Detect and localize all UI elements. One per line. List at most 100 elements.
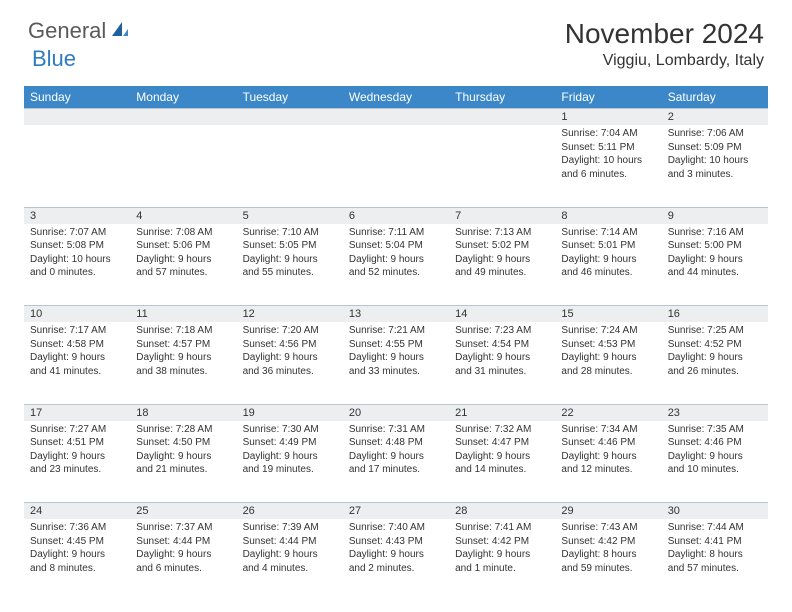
day-number: 20 — [343, 405, 449, 421]
daylight-text: Daylight: 9 hours and 41 minutes. — [30, 351, 124, 378]
daynum-cell: 22 — [555, 404, 661, 421]
logo-sub: Blue — [32, 46, 76, 72]
day-number: 15 — [555, 306, 661, 322]
daynum-row: 17181920212223 — [24, 404, 768, 421]
day-content: Sunrise: 7:37 AMSunset: 4:44 PMDaylight:… — [130, 519, 236, 579]
day-content: Sunrise: 7:27 AMSunset: 4:51 PMDaylight:… — [24, 421, 130, 481]
day-number: 23 — [662, 405, 768, 421]
daylight-text: Daylight: 10 hours and 3 minutes. — [668, 154, 762, 181]
day-cell — [343, 125, 449, 207]
daylight-text: Daylight: 9 hours and 17 minutes. — [349, 450, 443, 477]
sunset-text: Sunset: 4:55 PM — [349, 338, 443, 352]
daynum-cell: 12 — [237, 306, 343, 323]
daynum-cell: 28 — [449, 503, 555, 520]
content-row: Sunrise: 7:17 AMSunset: 4:58 PMDaylight:… — [24, 322, 768, 404]
weekday-header: Friday — [555, 86, 661, 109]
day-cell: Sunrise: 7:20 AMSunset: 4:56 PMDaylight:… — [237, 322, 343, 404]
daynum-cell: 2 — [662, 109, 768, 126]
sunrise-text: Sunrise: 7:20 AM — [243, 324, 337, 338]
daylight-text: Daylight: 9 hours and 52 minutes. — [349, 253, 443, 280]
day-content: Sunrise: 7:34 AMSunset: 4:46 PMDaylight:… — [555, 421, 661, 481]
sunset-text: Sunset: 5:05 PM — [243, 239, 337, 253]
daynum-cell: 15 — [555, 306, 661, 323]
day-number: 3 — [24, 208, 130, 224]
day-cell: Sunrise: 7:24 AMSunset: 4:53 PMDaylight:… — [555, 322, 661, 404]
sunset-text: Sunset: 4:49 PM — [243, 436, 337, 450]
daynum-cell: 11 — [130, 306, 236, 323]
calendar-table: SundayMondayTuesdayWednesdayThursdayFrid… — [24, 86, 768, 601]
sunrise-text: Sunrise: 7:28 AM — [136, 423, 230, 437]
day-cell: Sunrise: 7:31 AMSunset: 4:48 PMDaylight:… — [343, 421, 449, 503]
daynum-cell: 24 — [24, 503, 130, 520]
sunset-text: Sunset: 4:44 PM — [136, 535, 230, 549]
weekday-header-row: SundayMondayTuesdayWednesdayThursdayFrid… — [24, 86, 768, 109]
daynum-cell: 7 — [449, 207, 555, 224]
sunrise-text: Sunrise: 7:36 AM — [30, 521, 124, 535]
sunrise-text: Sunrise: 7:39 AM — [243, 521, 337, 535]
day-number: 26 — [237, 503, 343, 519]
sunset-text: Sunset: 5:00 PM — [668, 239, 762, 253]
day-cell: Sunrise: 7:14 AMSunset: 5:01 PMDaylight:… — [555, 224, 661, 306]
day-content: Sunrise: 7:39 AMSunset: 4:44 PMDaylight:… — [237, 519, 343, 579]
sunrise-text: Sunrise: 7:25 AM — [668, 324, 762, 338]
daynum-cell: 1 — [555, 109, 661, 126]
logo: General — [28, 18, 132, 44]
day-content: Sunrise: 7:06 AMSunset: 5:09 PMDaylight:… — [662, 125, 768, 185]
day-number: 25 — [130, 503, 236, 519]
day-content: Sunrise: 7:30 AMSunset: 4:49 PMDaylight:… — [237, 421, 343, 481]
day-cell: Sunrise: 7:16 AMSunset: 5:00 PMDaylight:… — [662, 224, 768, 306]
sunrise-text: Sunrise: 7:43 AM — [561, 521, 655, 535]
day-number: 4 — [130, 208, 236, 224]
day-number: 7 — [449, 208, 555, 224]
daynum-cell: 10 — [24, 306, 130, 323]
daylight-text: Daylight: 9 hours and 31 minutes. — [455, 351, 549, 378]
sunrise-text: Sunrise: 7:17 AM — [30, 324, 124, 338]
day-content: Sunrise: 7:14 AMSunset: 5:01 PMDaylight:… — [555, 224, 661, 284]
day-cell: Sunrise: 7:36 AMSunset: 4:45 PMDaylight:… — [24, 519, 130, 601]
content-row: Sunrise: 7:27 AMSunset: 4:51 PMDaylight:… — [24, 421, 768, 503]
daylight-text: Daylight: 9 hours and 33 minutes. — [349, 351, 443, 378]
daylight-text: Daylight: 8 hours and 59 minutes. — [561, 548, 655, 575]
logo-text-1: General — [28, 18, 106, 44]
sunset-text: Sunset: 4:50 PM — [136, 436, 230, 450]
sunset-text: Sunset: 4:56 PM — [243, 338, 337, 352]
day-content: Sunrise: 7:40 AMSunset: 4:43 PMDaylight:… — [343, 519, 449, 579]
sunset-text: Sunset: 4:48 PM — [349, 436, 443, 450]
sunset-text: Sunset: 4:53 PM — [561, 338, 655, 352]
daynum-cell: 3 — [24, 207, 130, 224]
day-content: Sunrise: 7:18 AMSunset: 4:57 PMDaylight:… — [130, 322, 236, 382]
daynum-cell: 5 — [237, 207, 343, 224]
day-content: Sunrise: 7:17 AMSunset: 4:58 PMDaylight:… — [24, 322, 130, 382]
sunrise-text: Sunrise: 7:14 AM — [561, 226, 655, 240]
day-cell: Sunrise: 7:30 AMSunset: 4:49 PMDaylight:… — [237, 421, 343, 503]
daynum-cell: 8 — [555, 207, 661, 224]
day-cell — [237, 125, 343, 207]
sunset-text: Sunset: 5:01 PM — [561, 239, 655, 253]
day-number: 5 — [237, 208, 343, 224]
sunrise-text: Sunrise: 7:10 AM — [243, 226, 337, 240]
sunset-text: Sunset: 4:42 PM — [561, 535, 655, 549]
day-number: 10 — [24, 306, 130, 322]
daynum-row: 3456789 — [24, 207, 768, 224]
sunrise-text: Sunrise: 7:34 AM — [561, 423, 655, 437]
sunset-text: Sunset: 4:52 PM — [668, 338, 762, 352]
day-content: Sunrise: 7:31 AMSunset: 4:48 PMDaylight:… — [343, 421, 449, 481]
daynum-cell: 17 — [24, 404, 130, 421]
day-cell: Sunrise: 7:17 AMSunset: 4:58 PMDaylight:… — [24, 322, 130, 404]
daylight-text: Daylight: 9 hours and 2 minutes. — [349, 548, 443, 575]
daynum-row: 10111213141516 — [24, 306, 768, 323]
day-content: Sunrise: 7:25 AMSunset: 4:52 PMDaylight:… — [662, 322, 768, 382]
day-cell: Sunrise: 7:40 AMSunset: 4:43 PMDaylight:… — [343, 519, 449, 601]
daylight-text: Daylight: 9 hours and 12 minutes. — [561, 450, 655, 477]
day-cell — [130, 125, 236, 207]
sunset-text: Sunset: 5:08 PM — [30, 239, 124, 253]
day-content: Sunrise: 7:36 AMSunset: 4:45 PMDaylight:… — [24, 519, 130, 579]
day-number: 12 — [237, 306, 343, 322]
sunset-text: Sunset: 4:51 PM — [30, 436, 124, 450]
day-content: Sunrise: 7:23 AMSunset: 4:54 PMDaylight:… — [449, 322, 555, 382]
daylight-text: Daylight: 8 hours and 57 minutes. — [668, 548, 762, 575]
day-content: Sunrise: 7:41 AMSunset: 4:42 PMDaylight:… — [449, 519, 555, 579]
day-cell: Sunrise: 7:44 AMSunset: 4:41 PMDaylight:… — [662, 519, 768, 601]
weekday-header: Thursday — [449, 86, 555, 109]
day-cell: Sunrise: 7:34 AMSunset: 4:46 PMDaylight:… — [555, 421, 661, 503]
